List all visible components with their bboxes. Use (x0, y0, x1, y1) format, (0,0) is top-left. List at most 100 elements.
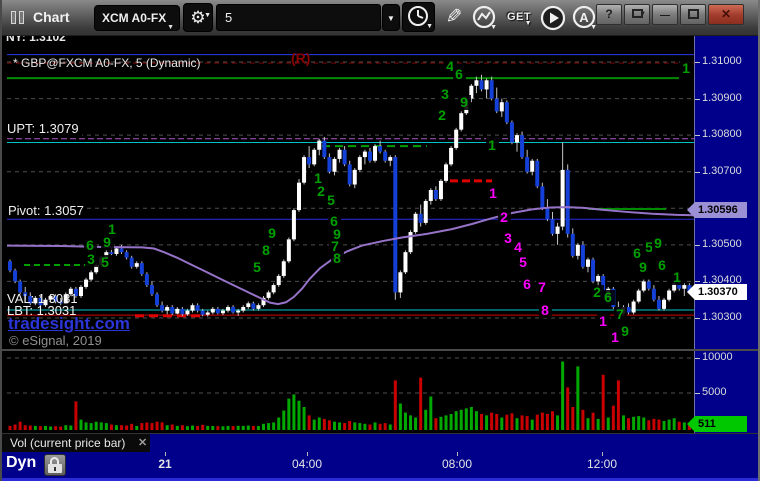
buy-signal-number-chip (312, 171, 325, 186)
buy-signal-number: 8 (262, 242, 270, 258)
candle (13, 270, 18, 282)
buy-signal-number-chip (680, 61, 693, 76)
volume-bar (150, 423, 154, 430)
volume-axis-label: 5000 (702, 386, 727, 398)
help-button[interactable]: ? (596, 4, 622, 25)
candle (383, 151, 388, 161)
candle (555, 226, 560, 234)
volume-bar (277, 417, 281, 430)
sell-signal-number-chip (521, 277, 534, 292)
chevron-down-icon: ▼ (640, 11, 646, 17)
candle (352, 169, 357, 185)
buy-signal-number: 7 (616, 306, 624, 322)
volume-bar (515, 418, 519, 430)
volume-bar (165, 425, 169, 430)
volume-bar (591, 412, 595, 430)
dynamic-mode-button[interactable]: Dyn (6, 454, 37, 471)
volume-bar (540, 412, 544, 430)
candle (525, 157, 530, 172)
candle (291, 210, 296, 240)
volume-bar (662, 421, 666, 430)
candle (535, 160, 540, 187)
candle (23, 292, 28, 297)
buy-signal-number: 4 (446, 58, 454, 74)
candle (160, 305, 165, 311)
volume-bar (373, 422, 377, 430)
line-study-button[interactable]: ▼ (470, 4, 498, 32)
symbol-dropdown[interactable]: XCM A0-FX ▼ (94, 5, 180, 31)
clock-icon (408, 6, 428, 26)
volume-bar (64, 425, 68, 430)
candle (413, 213, 418, 233)
interval-input[interactable]: 5 (216, 4, 381, 31)
volume-bar (99, 422, 103, 430)
ny-level-label: NY: 1.3102 (4, 36, 68, 46)
volume-bar (84, 422, 88, 430)
window-title: Chart (33, 9, 70, 25)
maximize-button[interactable] (680, 4, 706, 25)
buy-signal-number-chip (602, 290, 615, 305)
popout-button[interactable]: ▼ (624, 4, 650, 25)
volume-bar (140, 423, 144, 430)
close-button[interactable]: ✕ (708, 4, 744, 25)
play-button[interactable] (539, 4, 567, 32)
pane-divider[interactable] (2, 349, 758, 351)
draw-tool-button[interactable]: ✎ (440, 3, 468, 31)
volume-bar (611, 405, 615, 430)
interval-dropdown-button[interactable]: ▼ (382, 4, 400, 31)
time-axis-tick (602, 452, 603, 456)
pivot-label: Pivot: 1.3057 (5, 203, 87, 218)
volume-bar (18, 421, 22, 430)
volume-bar (556, 415, 560, 430)
candle (550, 219, 555, 234)
buy-signal-number-chip (328, 214, 341, 229)
time-axis-bar[interactable]: Dyn 21 04:00 08:00 12:00 (2, 452, 760, 478)
candle (428, 189, 433, 201)
volume-bar (38, 426, 42, 430)
price-axis[interactable]: 1.31000 1.30900 1.30800 1.30700 1.30500 1.304… (687, 36, 758, 452)
volume-bar (474, 411, 478, 430)
right-border (758, 0, 760, 481)
volume-bar (388, 424, 392, 430)
time-template-button[interactable]: ▼ (402, 2, 435, 32)
get-data-button[interactable]: GET ▼ (505, 7, 533, 35)
minimize-button[interactable]: — (652, 4, 678, 25)
lock-button[interactable] (44, 454, 66, 476)
volume-bar (109, 424, 113, 430)
tab-volume[interactable]: Vol (current price bar) (10, 436, 126, 450)
settings-button[interactable]: ⚙ ▼ (183, 3, 213, 32)
svg-text:A: A (579, 10, 589, 25)
axis-tick (695, 281, 700, 283)
candle (499, 102, 504, 112)
alert-button[interactable]: A ▼ (570, 4, 598, 32)
candle (63, 294, 68, 304)
axis-tick (695, 98, 700, 100)
volume-bar (424, 409, 428, 430)
volume-bar (469, 407, 473, 430)
series-label: * GBP@FXCM A0-FX, 5 (Dynamic) (13, 56, 201, 70)
sell-signal-number-chip (502, 231, 515, 246)
buy-signal-number-chip (329, 239, 342, 254)
close-icon[interactable]: ✕ (138, 437, 148, 449)
volume-bar (302, 407, 306, 430)
buy-signal-number: 8 (333, 250, 341, 266)
candle (307, 157, 312, 165)
candle (367, 151, 372, 161)
candle (170, 307, 175, 314)
candle (226, 307, 231, 311)
buy-signal-number: 2 (593, 284, 601, 300)
buy-signal-number: 9 (333, 226, 341, 242)
time-axis-label: 12:00 (586, 457, 618, 471)
candle (286, 239, 291, 262)
buy-signal-number: 5 (645, 239, 653, 255)
volume-bar (682, 422, 686, 430)
volume-bar (191, 425, 195, 430)
volume-bar (130, 423, 134, 430)
price-axis-label: 1.30800 (702, 128, 742, 141)
sell-signal-number: 7 (538, 279, 546, 295)
sell-signal-number-chip (487, 186, 500, 201)
title-bar[interactable]: Chart XCM A0-FX ▼ ⚙ ▼ 5 ▼ ▼ ✎ (2, 0, 760, 36)
sell-signal-number: 6 (523, 276, 531, 292)
lock-icon (50, 457, 59, 465)
